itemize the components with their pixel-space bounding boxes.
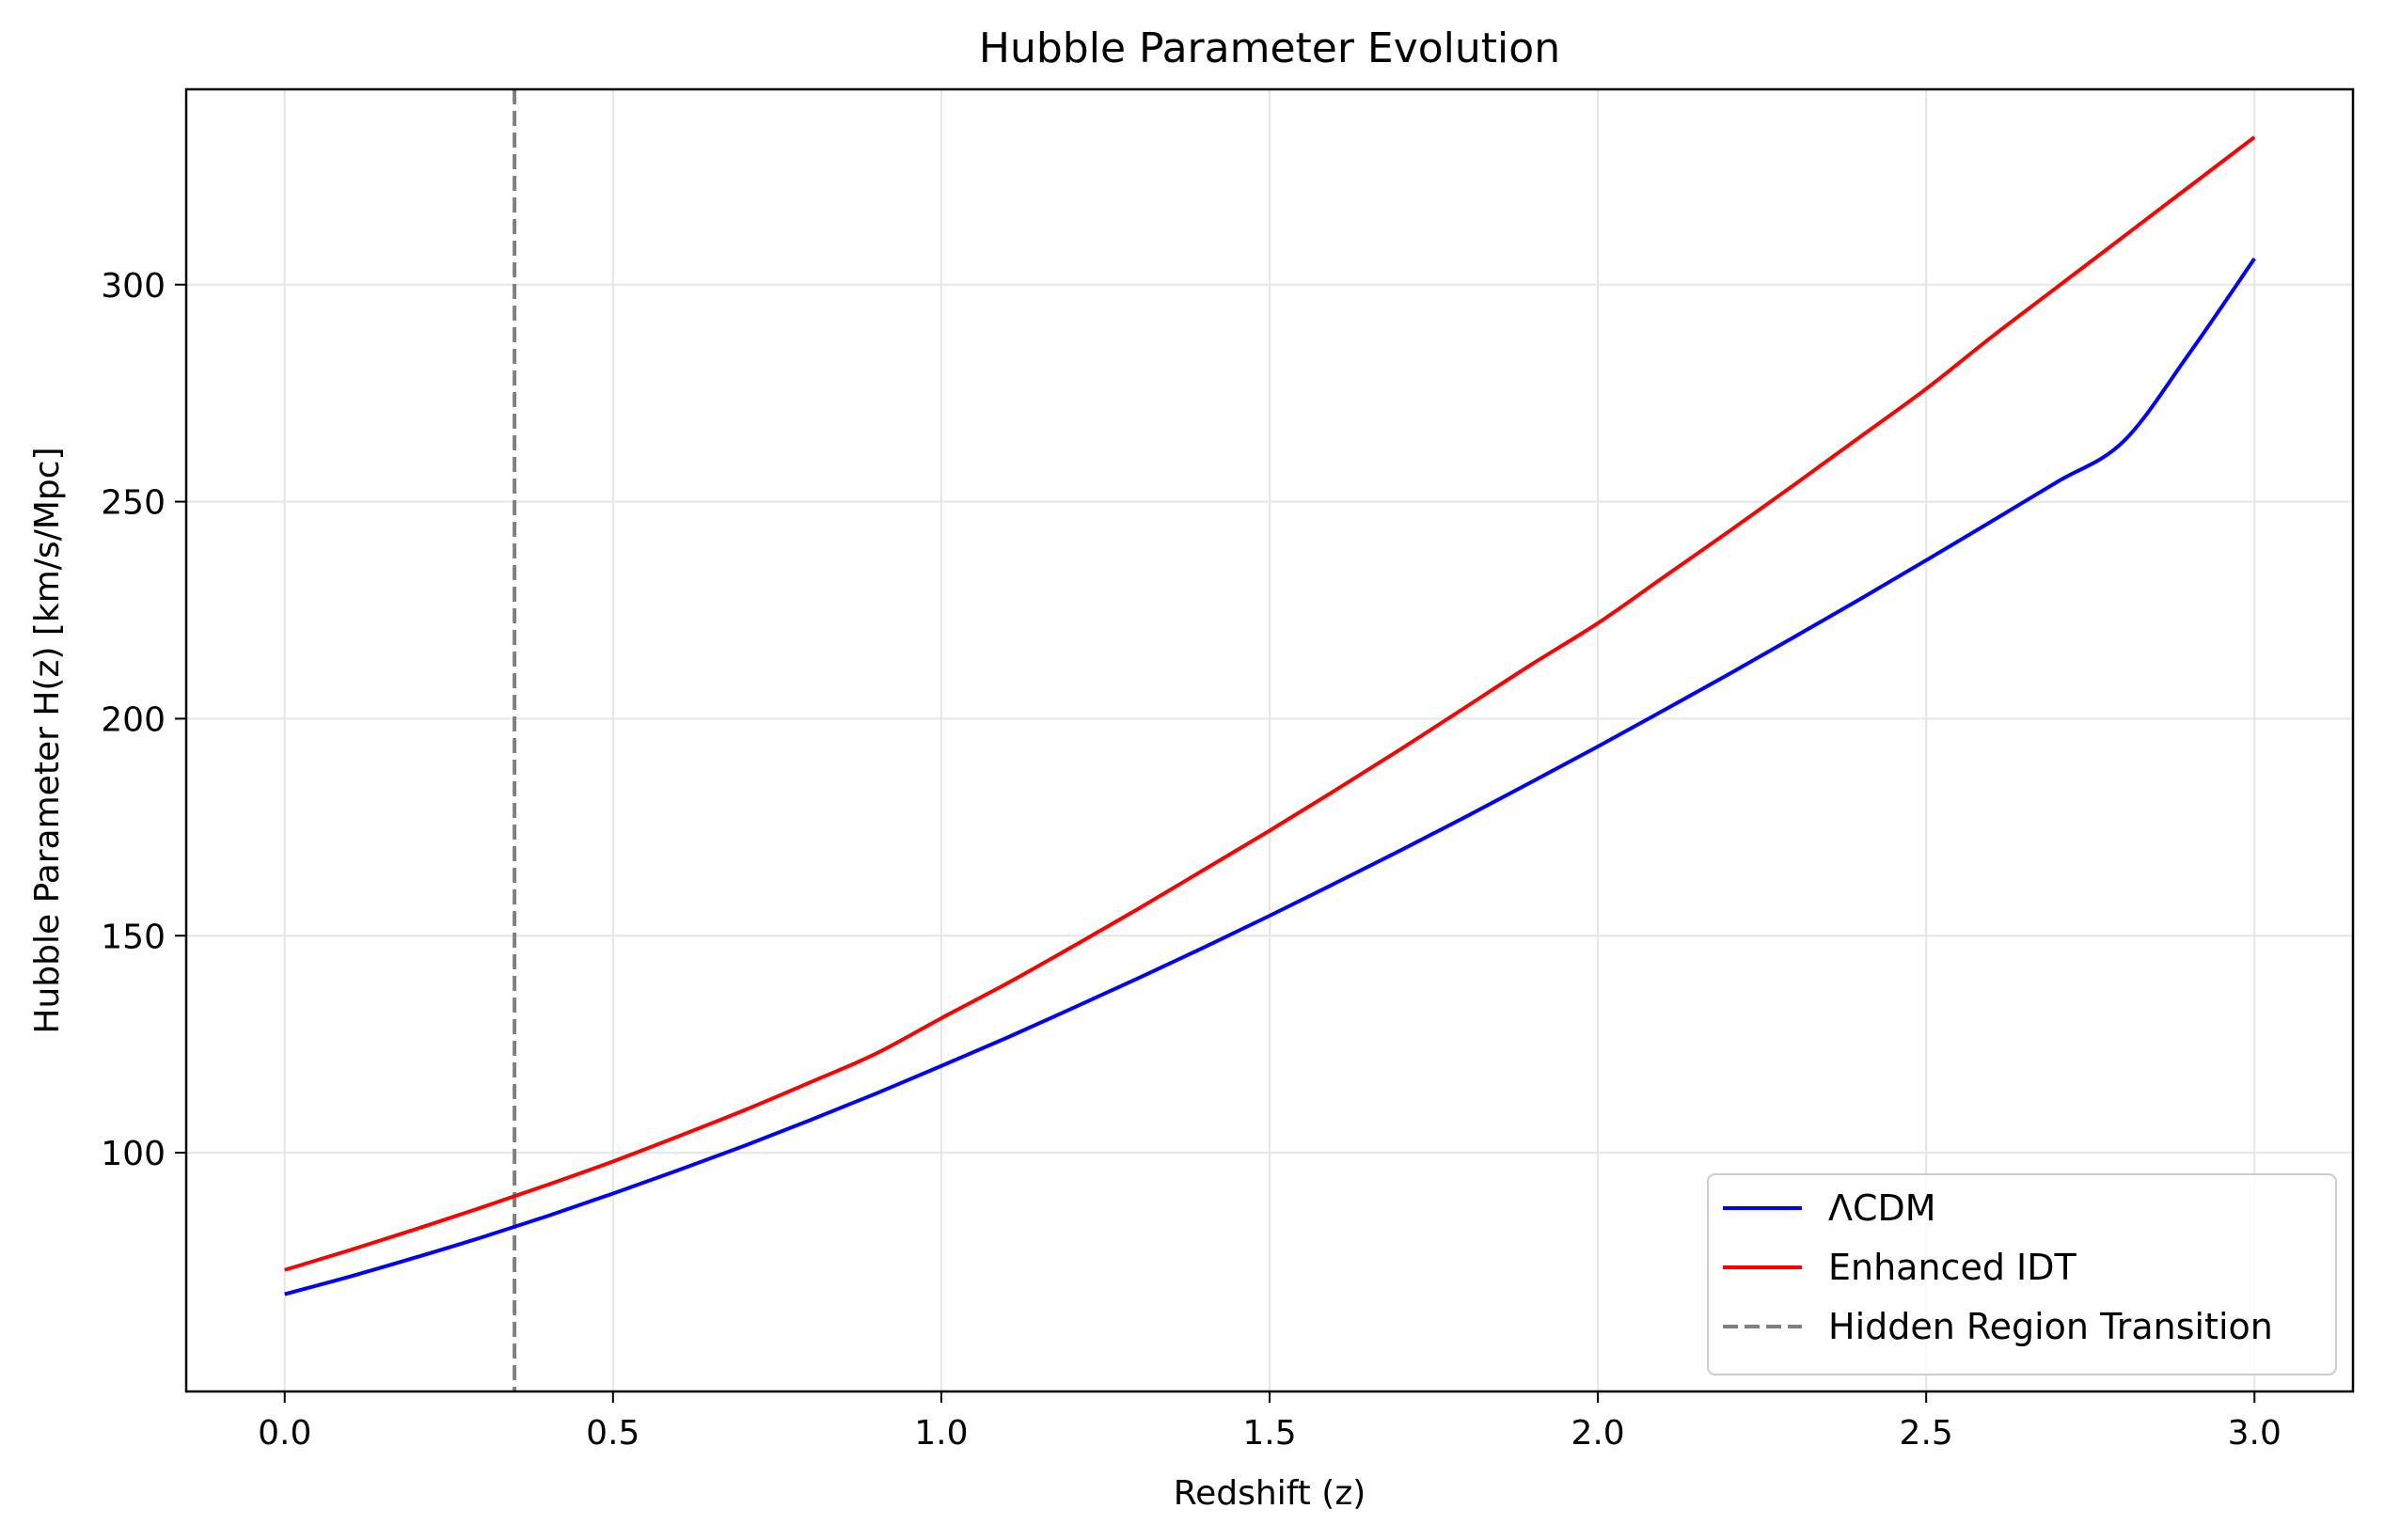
x-tick-label: 1.5 — [1242, 1414, 1296, 1453]
legend-box — [1707, 1173, 2337, 1375]
legend-label: Enhanced IDT — [1828, 1247, 2076, 1288]
y-tick-label: 150 — [101, 918, 166, 956]
series-lines — [284, 89, 2256, 1391]
x-axis-label: Redshift (z) — [1174, 1474, 1366, 1513]
legend-label: Hidden Region Transition — [1828, 1306, 2273, 1347]
legend: ΛCDM Enhanced IDT Hidden Region Transition — [1707, 1173, 2337, 1375]
legend-label: ΛCDM — [1828, 1187, 1936, 1229]
x-tick-label: 0.5 — [586, 1414, 639, 1453]
x-tick-label: 1.0 — [914, 1414, 968, 1453]
x-tick-label: 2.5 — [1900, 1414, 1953, 1453]
y-tick-label: 200 — [101, 700, 166, 739]
chart-title: Hubble Parameter Evolution — [979, 24, 1560, 72]
axis-ticks: 0.0 0.5 1.0 1.5 2.0 2.5 3.0 100 150 200 250 300 — [101, 267, 2282, 1453]
y-tick-label: 300 — [101, 267, 166, 306]
x-tick-label: 0.0 — [258, 1414, 311, 1453]
x-tick-label: 3.0 — [2228, 1414, 2282, 1453]
y-tick-label: 250 — [101, 484, 166, 523]
y-tick-label: 100 — [101, 1135, 166, 1173]
y-axis-label: Hubble Parameter H(z) [km/s/Mpc] — [28, 447, 67, 1033]
x-tick-label: 2.0 — [1571, 1414, 1624, 1453]
grid-lines — [186, 89, 2353, 1391]
series-line-enhanced-idt — [284, 135, 2256, 1272]
series-line-lcdm — [284, 257, 2256, 1296]
